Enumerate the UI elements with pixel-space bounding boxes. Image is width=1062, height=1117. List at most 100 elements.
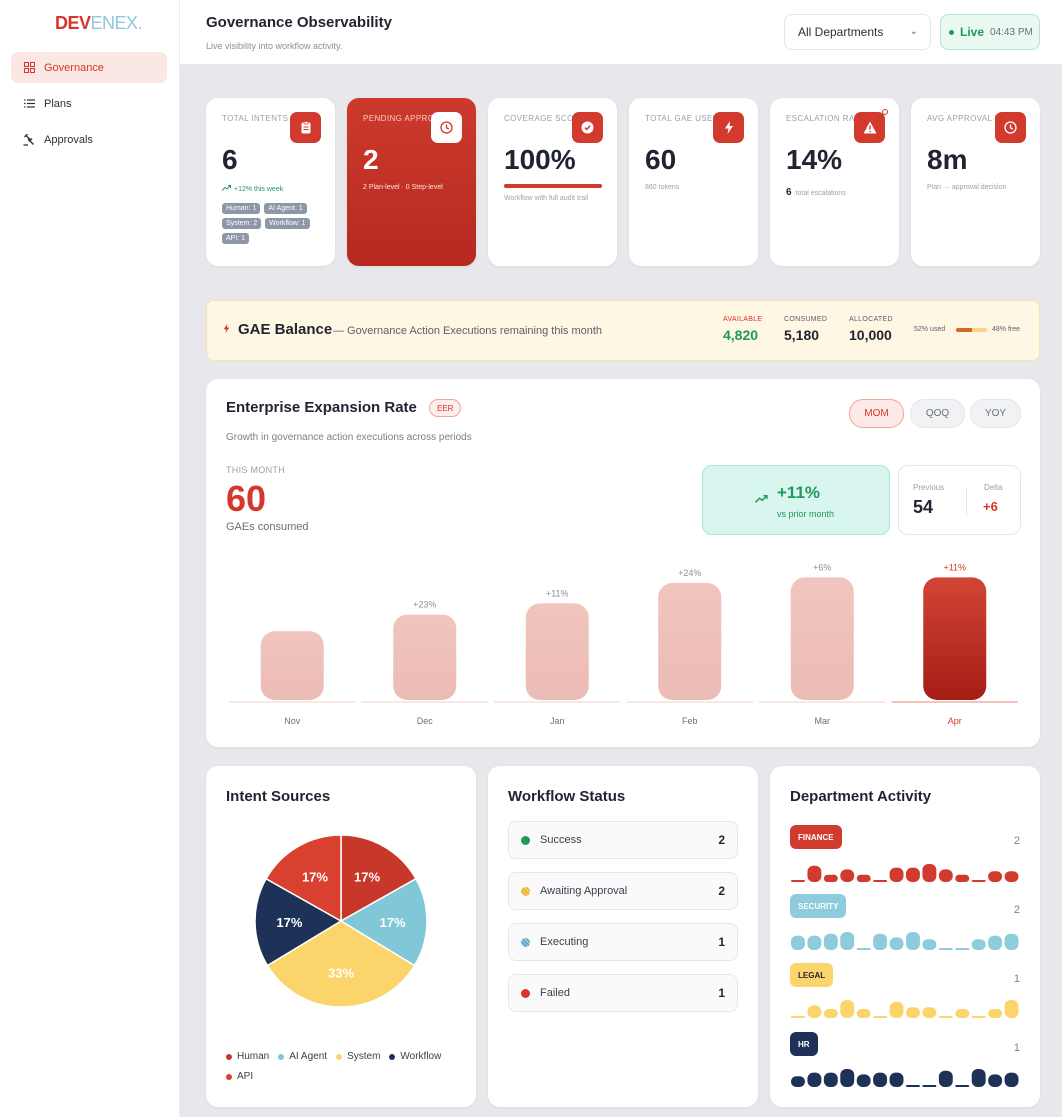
lightning-icon [223, 323, 230, 337]
workflow-row-count: 2 [718, 884, 725, 898]
warning-icon [854, 109, 888, 143]
kpi-pending-approvals[interactable]: PENDING APPROVALS 2 2 Plan-level · 0 Ste… [347, 98, 476, 266]
period-button-mom[interactable]: MOM [849, 399, 904, 428]
legend-label: AI Agent [289, 1051, 328, 1062]
kpi-label: ESCALATION RATE [786, 114, 866, 123]
dept-count: 2 [1013, 904, 1020, 916]
activity-bar [906, 1085, 920, 1087]
dept-activity-sparkline [791, 864, 1019, 882]
workflow-row-count: 1 [718, 935, 725, 949]
kpi-coverage-score[interactable]: COVERAGE SCORE 100% Workflow with full a… [488, 98, 617, 266]
legend-item-human: Human [226, 1051, 269, 1062]
workflow-row-label: Awaiting Approval [540, 885, 628, 897]
sidebar: DEVENEX. Governance Plans Approvals [0, 0, 180, 1117]
gae-allocated: ALLOCATED 10,000 [849, 316, 893, 343]
legend-item-ai-agent: AI Agent [278, 1051, 327, 1062]
workflow-row-label: Failed [540, 987, 570, 999]
page-subtitle: Live visibility into workflow activity. [206, 41, 343, 51]
pie-slice-ai-agent[interactable] [339, 877, 428, 967]
escalation-sub-text: total escalations [795, 190, 846, 197]
bar-dec[interactable] [393, 614, 457, 700]
activity-bar [807, 935, 822, 950]
period-button-qoq[interactable]: QOQ [910, 399, 965, 428]
intent-sources-pie-chart: 17% 17% 33% 17% 17% [254, 834, 428, 1008]
brand-logo[interactable]: DEVENEX. [55, 13, 143, 34]
gae-usage-bar [956, 328, 987, 332]
pie-slice-system[interactable] [266, 920, 416, 1008]
dept-activity-sparkline [791, 1069, 1019, 1087]
pie-slice-human[interactable] [340, 834, 417, 923]
workflow-row-awaiting[interactable]: Awaiting Approval 2 [508, 872, 738, 910]
bar-apr[interactable] [923, 577, 987, 700]
activity-bar [889, 867, 904, 882]
eer-bar-chart: Nov +23% Dec +11% Jan +24% Feb +6% Mar +11% Apr [229, 564, 1018, 726]
logo-dot: . [137, 13, 143, 33]
kpi-sub: 2 Plan-level · 0 Step-level [363, 184, 443, 191]
legend-dot-icon [278, 1053, 285, 1060]
activity-bar [971, 880, 986, 882]
activity-bar [889, 1001, 904, 1018]
kpi-label: COVERAGE SCORE [504, 114, 586, 123]
notification-dot-icon [882, 109, 888, 115]
check-circle-icon [572, 112, 603, 143]
pie-slice-label: 17% [302, 869, 328, 884]
period-button-yoy[interactable]: YOY [970, 399, 1021, 428]
workflow-row-success[interactable]: Success 2 [508, 821, 738, 859]
source-tag: API: 1 [222, 233, 250, 244]
gae-title: GAE Balance [238, 321, 333, 338]
eer-panel: Enterprise Expansion Rate EER Growth in … [206, 379, 1040, 747]
live-label: Live [960, 25, 985, 39]
workflow-row-label: Executing [540, 936, 589, 948]
bar-nov[interactable] [260, 631, 324, 700]
trend-up-icon [754, 490, 768, 508]
activity-bar [938, 948, 953, 950]
kpi-label: PENDING APPROVALS [363, 114, 456, 123]
kpi-avg-approval-wait[interactable]: AVG APPROVAL WAIT 8m Plan → approval dec… [911, 98, 1040, 266]
activity-bar [840, 932, 855, 950]
pie-slice-workflow[interactable] [254, 877, 343, 967]
sidebar-item-approvals[interactable]: Approvals [11, 124, 167, 155]
activity-bar [1004, 1072, 1019, 1087]
source-tag: AI Agent: 1 [264, 203, 307, 214]
department-select-value: All Departments [798, 25, 884, 39]
kpi-total-intents[interactable]: TOTAL INTENTS 6 +12% this week Human: 1 … [206, 98, 335, 266]
gae-allocated-value: 10,000 [849, 327, 892, 343]
activity-bar [971, 939, 986, 950]
dept-badge-security[interactable]: SECURITY [790, 894, 847, 918]
kpi-escalation-rate[interactable]: ESCALATION RATE 14% 6 total escalations [770, 98, 899, 266]
activity-bar [906, 1007, 920, 1018]
gae-used-text: 52% used [914, 326, 946, 333]
department-select[interactable]: All Departments ⌄ [784, 14, 931, 50]
kpi-total-gae-used[interactable]: TOTAL GAE USED 60 860 tokens [629, 98, 758, 266]
pie-slice-api[interactable] [265, 834, 342, 923]
sidebar-item-plans[interactable]: Plans [11, 88, 167, 119]
workflow-row-executing[interactable]: Executing 1 [508, 923, 738, 961]
intent-sources-title: Intent Sources [226, 788, 331, 805]
gae-consumed: CONSUMED 5,180 [784, 316, 827, 343]
clock-icon [431, 112, 462, 143]
activity-bar [823, 1009, 838, 1018]
dept-badge-legal[interactable]: LEGAL [790, 963, 834, 987]
status-dot-icon [521, 938, 530, 947]
dept-badge-finance[interactable]: FINANCE [790, 825, 842, 849]
bar-data-label: +6% [813, 564, 831, 572]
gae-consumed-value: 5,180 [784, 327, 820, 343]
x-tick-label: Dec [417, 716, 434, 726]
activity-bar [1004, 871, 1019, 882]
sidebar-item-label: Governance [44, 61, 104, 74]
legend-item-api: API [226, 1071, 253, 1082]
workflow-row-failed[interactable]: Failed 1 [508, 974, 738, 1012]
legend-dot-icon [389, 1053, 396, 1060]
dept-badge-hr[interactable]: HR [790, 1032, 818, 1056]
bar-jan[interactable] [525, 603, 589, 700]
live-time: 04:43 PM [990, 26, 1033, 38]
sidebar-item-governance[interactable]: Governance [11, 52, 167, 83]
bar-mar[interactable] [790, 577, 854, 700]
activity-bar [807, 1072, 822, 1087]
activity-bar [906, 867, 920, 882]
bar-feb[interactable] [658, 583, 722, 700]
workflow-status-title: Workflow Status [508, 788, 626, 805]
growth-card: +11% vs prior month [702, 465, 890, 535]
legend-item-workflow: Workflow [389, 1051, 441, 1062]
department-activity-card: Department Activity FINANCE 2 SECURITY 2… [770, 766, 1040, 1107]
